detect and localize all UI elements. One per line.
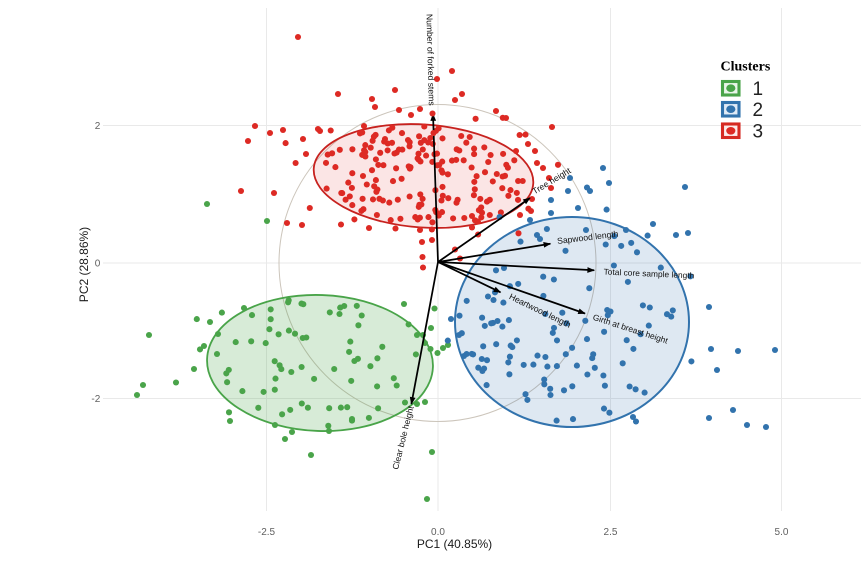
svg-text:0: 0: [95, 258, 101, 269]
svg-text:0.0: 0.0: [431, 527, 445, 538]
svg-text:2: 2: [95, 121, 101, 132]
svg-text:1: 1: [753, 79, 764, 100]
svg-text:Number of forked stems: Number of forked stems: [425, 14, 437, 106]
svg-text:3: 3: [753, 122, 764, 143]
svg-text:Clusters: Clusters: [721, 60, 771, 75]
svg-text:2: 2: [753, 100, 764, 121]
svg-text:-2: -2: [91, 394, 100, 405]
svg-text:PC2 (28.86%): PC2 (28.86%): [77, 227, 91, 302]
svg-text:-2.5: -2.5: [258, 527, 276, 538]
svg-text:5.0: 5.0: [775, 527, 789, 538]
svg-text:PC1 (40.85%): PC1 (40.85%): [417, 537, 492, 551]
svg-text:2.5: 2.5: [604, 527, 618, 538]
svg-text:Total core sample length: Total core sample length: [603, 267, 694, 281]
